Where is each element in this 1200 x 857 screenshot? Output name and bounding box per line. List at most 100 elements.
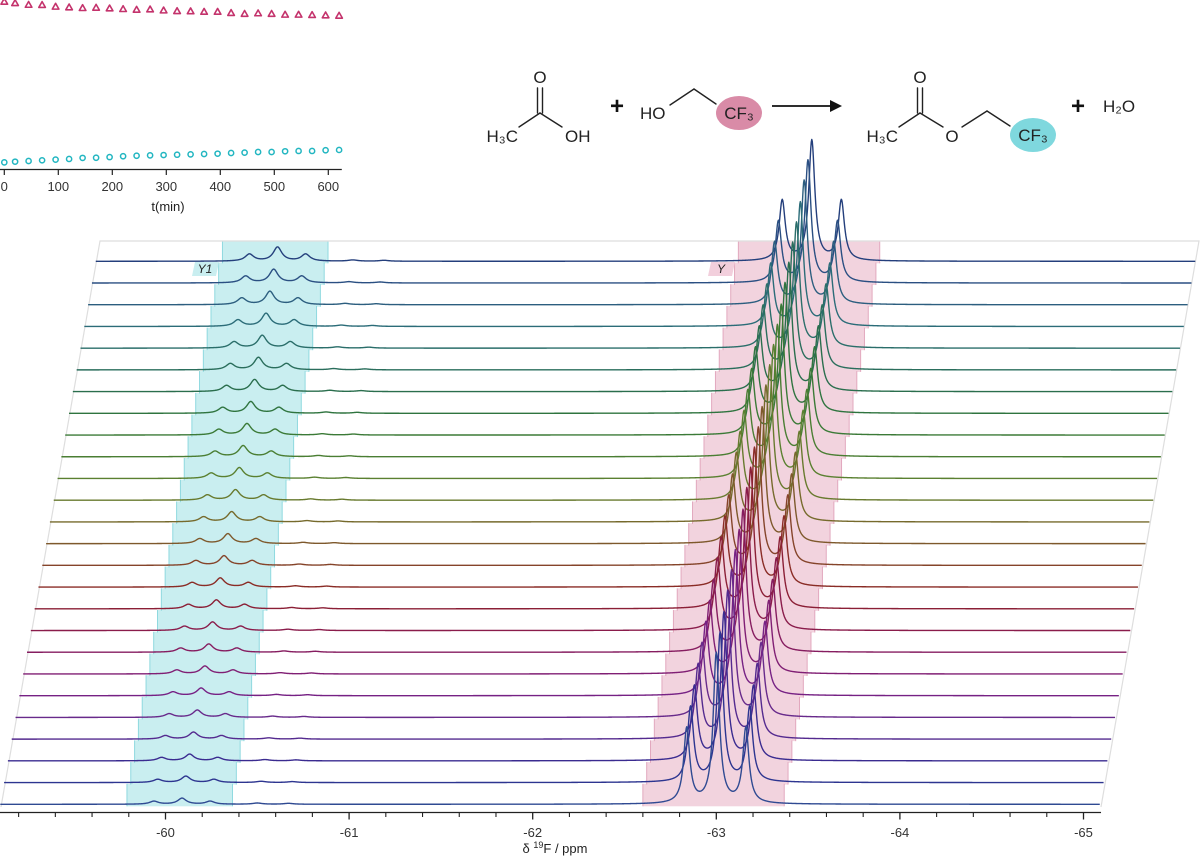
single-bond bbox=[986, 110, 1011, 127]
region-band-y1 bbox=[218, 262, 325, 286]
marker-y1 bbox=[308, 147, 316, 155]
plus-sign: + bbox=[610, 93, 624, 120]
spectrum-trace bbox=[22, 528, 1123, 675]
reaction-arrow-icon bbox=[772, 100, 842, 112]
marker-y1 bbox=[173, 151, 181, 159]
trifluoroethanol: HO CF₃ bbox=[640, 88, 762, 130]
marker-y bbox=[294, 10, 303, 18]
marker-y bbox=[11, 0, 20, 7]
spectrum-trace bbox=[26, 508, 1127, 653]
trifluoroethyl-acetate: O H₃C O CF₃ bbox=[867, 68, 1056, 152]
region-label-box bbox=[192, 262, 219, 276]
single-bond bbox=[539, 112, 563, 128]
marker-y bbox=[307, 10, 317, 19]
inset-x-axis: 0 100 200 300 400 500 600 bbox=[0, 168, 342, 194]
single-bond bbox=[961, 110, 988, 128]
methyl-label: H₃C bbox=[487, 127, 518, 146]
marker-y bbox=[92, 3, 101, 11]
region-label-text: Y bbox=[717, 262, 726, 276]
plus-sign: + bbox=[1071, 93, 1085, 120]
marker-y bbox=[173, 6, 182, 15]
marker-y1 bbox=[25, 157, 32, 165]
spectrum-trace bbox=[0, 651, 1100, 805]
marker-y1 bbox=[11, 158, 19, 166]
marker-y bbox=[105, 4, 114, 12]
reaction-scheme: O H₃C OH + HO CF₃ O H₃C bbox=[487, 68, 1135, 152]
marker-y bbox=[159, 6, 168, 14]
marker-y1 bbox=[200, 150, 208, 158]
kinetics-inset: 0 100 200 300 400 500 600 t(min) bbox=[0, 0, 344, 214]
marker-y1 bbox=[0, 159, 8, 166]
marker-y1 bbox=[92, 154, 100, 162]
marker-y1 bbox=[227, 149, 235, 157]
marker-y1 bbox=[335, 146, 343, 154]
carbonyl-oxygen-label: O bbox=[913, 68, 926, 87]
x-axis: -60 -61 -62 -63 -64 -65 bbox=[0, 811, 1102, 840]
marker-y bbox=[65, 3, 74, 11]
marker-y bbox=[227, 8, 236, 17]
region-band-y bbox=[646, 762, 789, 785]
spectrum-trace bbox=[80, 221, 1181, 349]
spectrum-trace bbox=[15, 569, 1116, 719]
hydroxyl-label: HO bbox=[640, 104, 666, 123]
marker-y bbox=[200, 7, 209, 16]
marker-y bbox=[254, 9, 263, 17]
x-tick-label: -60 bbox=[156, 825, 175, 840]
marker-y bbox=[321, 11, 330, 19]
x-axis-label-suffix: F / ppm bbox=[543, 841, 587, 856]
marker-y1 bbox=[254, 148, 262, 156]
marker-y bbox=[267, 9, 276, 18]
x-axis-label-prefix: δ bbox=[523, 841, 534, 856]
region-band-y1 bbox=[214, 284, 321, 307]
inset-markers bbox=[0, 0, 344, 166]
spectrum-trace bbox=[42, 426, 1142, 567]
region-label-box bbox=[708, 262, 735, 276]
plot-frame bbox=[0, 240, 1200, 808]
single-bond bbox=[919, 112, 944, 128]
cf3-label: CF₃ bbox=[1018, 126, 1048, 145]
region-band-y bbox=[642, 783, 785, 807]
marker-y1 bbox=[52, 156, 59, 163]
single-bond bbox=[518, 112, 541, 128]
inset-x-tick-label: 600 bbox=[317, 179, 339, 194]
spectrum-trace bbox=[30, 486, 1131, 632]
cf3-label: CF₃ bbox=[724, 104, 754, 123]
frame-edge bbox=[0, 240, 1200, 808]
marker-y bbox=[51, 2, 60, 10]
spectrum-trace bbox=[38, 446, 1139, 588]
single-bond bbox=[669, 88, 695, 106]
single-bond bbox=[693, 88, 717, 105]
x-tick-label: -64 bbox=[891, 825, 910, 840]
region-label-text: Y1 bbox=[198, 262, 213, 276]
inset-x-tick-label: 500 bbox=[263, 179, 285, 194]
marker-y bbox=[186, 7, 195, 15]
marker-y1 bbox=[268, 148, 275, 156]
spectrum-traces bbox=[0, 138, 1196, 805]
inset-x-tick-label: 400 bbox=[209, 179, 231, 194]
nmr-stacked-spectra: Y1 Y -60 -61 -62 -63 -64 -65 δ 19F / ppm bbox=[0, 138, 1200, 856]
marker-y bbox=[24, 0, 33, 9]
inset-x-tick-label: 100 bbox=[47, 179, 69, 194]
marker-y1 bbox=[295, 147, 302, 155]
hydroxyl-label: OH bbox=[565, 127, 591, 146]
marker-y1 bbox=[79, 154, 86, 162]
inset-x-tick-label: 200 bbox=[101, 179, 123, 194]
marker-y1 bbox=[106, 153, 113, 161]
region-band-y1 bbox=[222, 240, 329, 264]
acetic-acid: O H₃C OH bbox=[487, 68, 591, 146]
highlight-regions bbox=[126, 240, 881, 807]
spectrum-trace bbox=[49, 384, 1150, 523]
marker-y1 bbox=[146, 152, 154, 159]
region-band-y1 bbox=[207, 327, 313, 351]
marker-y1 bbox=[187, 151, 194, 158]
methyl-label: H₃C bbox=[867, 127, 898, 146]
x-axis-label: δ 19F / ppm bbox=[523, 840, 588, 856]
marker-y1 bbox=[133, 152, 140, 160]
spectrum-trace bbox=[19, 548, 1120, 697]
marker-y1 bbox=[160, 151, 167, 159]
cf3-highlight-cyan bbox=[1010, 118, 1056, 152]
x-tick-label: -65 bbox=[1074, 825, 1093, 840]
marker-y bbox=[334, 11, 344, 19]
inset-x-tick-label: 0 bbox=[1, 179, 8, 194]
x-axis-label-superscript: 19 bbox=[533, 840, 543, 850]
